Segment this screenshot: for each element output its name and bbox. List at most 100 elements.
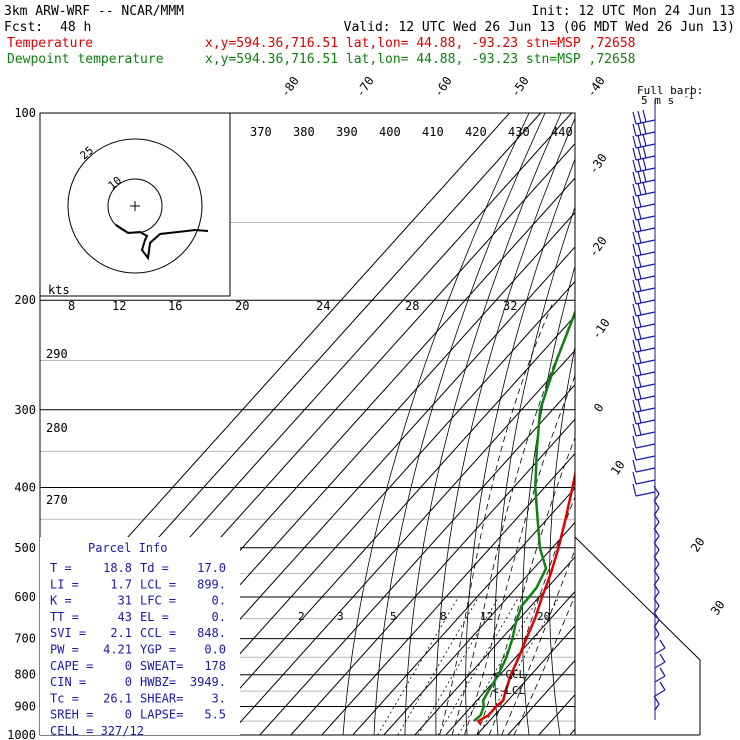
parcel-key2-4: CCL = [140, 626, 176, 640]
parcel-key-8: Tc = [50, 691, 79, 705]
wind-barb [632, 422, 656, 437]
legend-dewpoint: Dewpoint temperature [7, 52, 164, 67]
wind-barb [632, 157, 656, 173]
parcel-value-3: 43 [118, 610, 132, 624]
parcel-value2-3: 0. [212, 610, 226, 624]
parcel-key2-3: EL = [140, 610, 169, 624]
theta-side-label-0: 290 [46, 347, 68, 361]
moist-adiabat-12 [451, 313, 575, 735]
dry-adiabat-360 [650, 113, 706, 735]
mixing-ratio-12 [457, 596, 540, 735]
parcel-key2-0: Td = [140, 561, 169, 575]
isotherm--80 [166, 280, 575, 735]
parcel-key-7: CIN = [50, 675, 86, 689]
parcel-value-2: 31 [118, 594, 132, 608]
mixing-top-label-3: 20 [235, 299, 249, 313]
parcel-value2-7: 3949. [190, 675, 226, 689]
wind-barb [632, 374, 656, 389]
pressure-label-100: 100 [14, 106, 36, 120]
parcel-key-1: LI = [50, 577, 79, 591]
parcel-value-4: 2.1 [110, 626, 132, 640]
parcel-value-1: 1.7 [110, 577, 132, 591]
pressure-label-400: 400 [14, 480, 36, 494]
mixing-ratio-8 [437, 596, 520, 735]
parcel-value-0: 18.8 [103, 561, 132, 575]
isotherm-20 [476, 625, 575, 735]
parcel-value2-4: 848. [197, 626, 226, 640]
moist-adiabat-32 [513, 594, 575, 735]
theta-label-5: 420 [465, 125, 487, 139]
pressure-label-300: 300 [14, 403, 36, 417]
wind-barb [654, 667, 666, 683]
isotherm--70 [197, 315, 575, 735]
hodo-unit: kts [48, 283, 70, 297]
parcel-key-9: SREH = [50, 708, 93, 722]
wind-barb [632, 169, 656, 185]
mixing-ratio-2 [377, 596, 459, 735]
wind-barb [632, 435, 656, 449]
wind-barb [632, 386, 656, 401]
plot-frame [39, 112, 576, 736]
moist-adiabat-28 [501, 548, 575, 735]
isotherm--10 [383, 521, 575, 735]
theta-label-0: 370 [250, 125, 272, 139]
parcel-key-6: CAPE = [50, 659, 93, 673]
wind-barb [632, 290, 656, 305]
mixing-bottom-label-4: 12 [480, 610, 493, 623]
temp-label-10: 20 [688, 535, 708, 555]
isotherm--50 [259, 384, 575, 735]
dry-adiabat-250 [342, 113, 530, 735]
parcel-key2-6: SWEAT= [140, 659, 183, 673]
mixing-bottom-label-1: 3 [337, 610, 344, 623]
theta-label-4: 410 [422, 125, 444, 139]
theta-label-3: 400 [379, 125, 401, 139]
wind-barb [632, 266, 656, 281]
parcel-key-0: T = [50, 561, 72, 575]
temp-label-9: 10 [608, 458, 628, 478]
dry-adiabat-260 [373, 113, 546, 735]
wind-barb [632, 350, 656, 365]
wind-barb [632, 230, 656, 245]
legend-temperature-info: x,y=594.36,716.51 lat,lon= 44.88, -93.23… [205, 36, 635, 51]
parcel-value-9: 0 [125, 708, 132, 722]
init-time: Init: 12 UTC Mon 24 Jun 13 [532, 4, 736, 19]
legend-dewpoint-info: x,y=594.36,716.51 lat,lon= 44.88, -93.23… [205, 52, 635, 67]
parcel-key2-1: LCL = [140, 577, 176, 591]
frame-extension [574, 536, 701, 735]
isotherm--30 [321, 452, 575, 735]
isotherm-30 [507, 659, 575, 735]
dry-adiabat-380 [695, 113, 740, 735]
temp-label-3: -50 [508, 74, 532, 100]
mixing-top-label-5: 28 [405, 299, 419, 313]
mixing-ratio-5 [417, 596, 500, 735]
parcel-key-4: SVI = [50, 626, 86, 640]
wind-barb [632, 362, 656, 377]
parcel-value2-9: 5.5 [204, 708, 226, 722]
parcel-value2-5: 0.0 [204, 643, 226, 657]
full-barb-superscript: -1 [684, 92, 694, 101]
pressure-label-500: 500 [14, 541, 36, 555]
wind-barb [632, 338, 656, 353]
parcel-value-7: 0 [125, 675, 132, 689]
wind-barb [632, 145, 656, 161]
parcel-cell: CELL = 327/12 [50, 724, 144, 738]
wind-barb [632, 278, 656, 293]
temp-label-7: -10 [589, 316, 613, 342]
parcel-value2-6: 178 [204, 659, 226, 673]
isotherm-0 [414, 556, 575, 735]
parcel-key2-9: LAPSE= [140, 708, 183, 722]
isotherm-40 [538, 694, 575, 735]
dry-adiabat-370 [673, 113, 722, 735]
mixing-top-label-2: 16 [168, 299, 182, 313]
parcel-key-2: K = [50, 594, 72, 608]
wind-barb [632, 410, 656, 425]
dry-adiabat-310 [522, 264, 575, 735]
parcel-value2-0: 17.0 [197, 561, 226, 575]
wind-barb [632, 181, 656, 197]
wind-barb [632, 194, 656, 209]
temp-label-1: -70 [353, 74, 377, 100]
mixing-top-label-6: 32 [503, 299, 517, 313]
pressure-label-600: 600 [14, 590, 36, 604]
full-barb-title: Full barb: [637, 84, 703, 97]
wind-barb [632, 398, 656, 413]
